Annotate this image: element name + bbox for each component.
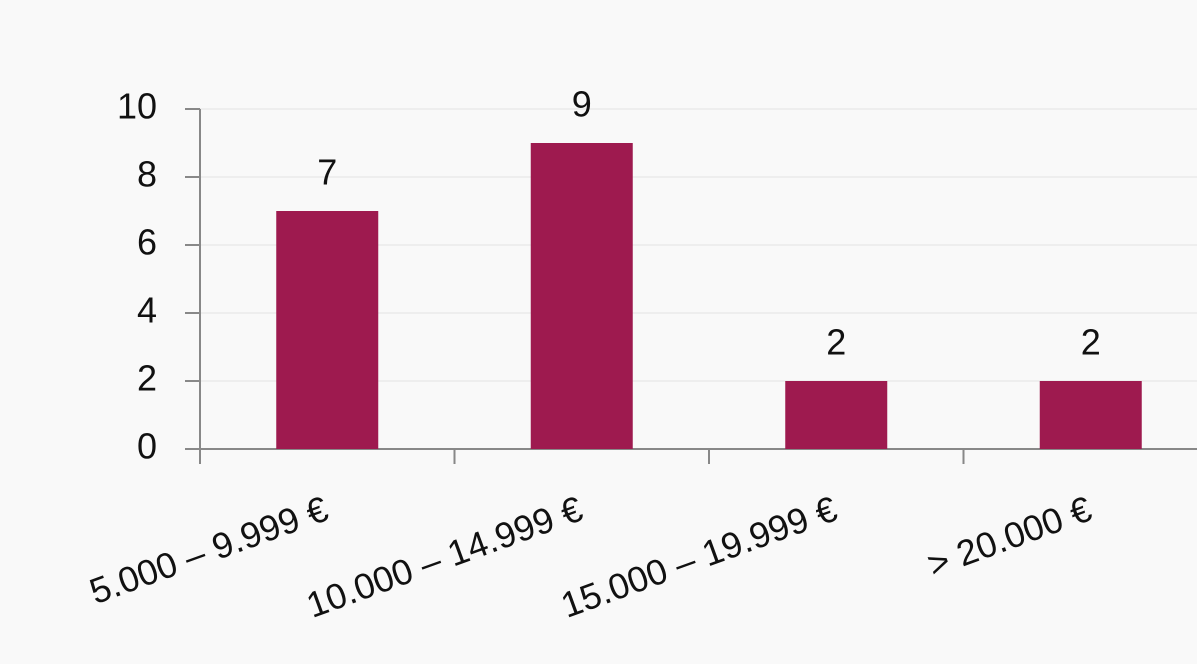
bar xyxy=(1039,381,1142,449)
y-tick-label: 8 xyxy=(137,154,157,195)
data-label: 2 xyxy=(826,322,846,363)
y-tick-label: 4 xyxy=(137,290,157,331)
y-tick-label: 0 xyxy=(137,426,157,467)
bar xyxy=(276,211,379,449)
data-label: 7 xyxy=(317,152,337,193)
y-tick-label: 6 xyxy=(137,222,157,263)
x-tick-label: 5.000 – 9.999 € xyxy=(84,488,333,612)
y-tick-label: 10 xyxy=(117,86,157,127)
x-tick-label: 10.000 – 14.999 € xyxy=(301,488,588,626)
bar xyxy=(785,381,888,449)
data-label: 2 xyxy=(1081,322,1101,363)
bar xyxy=(530,143,633,449)
data-label: 9 xyxy=(572,84,592,125)
x-tick-label: > 20.000 € xyxy=(922,488,1097,585)
x-tick-label: 15.000 – 19.999 € xyxy=(555,488,842,626)
y-tick-label: 2 xyxy=(137,358,157,399)
